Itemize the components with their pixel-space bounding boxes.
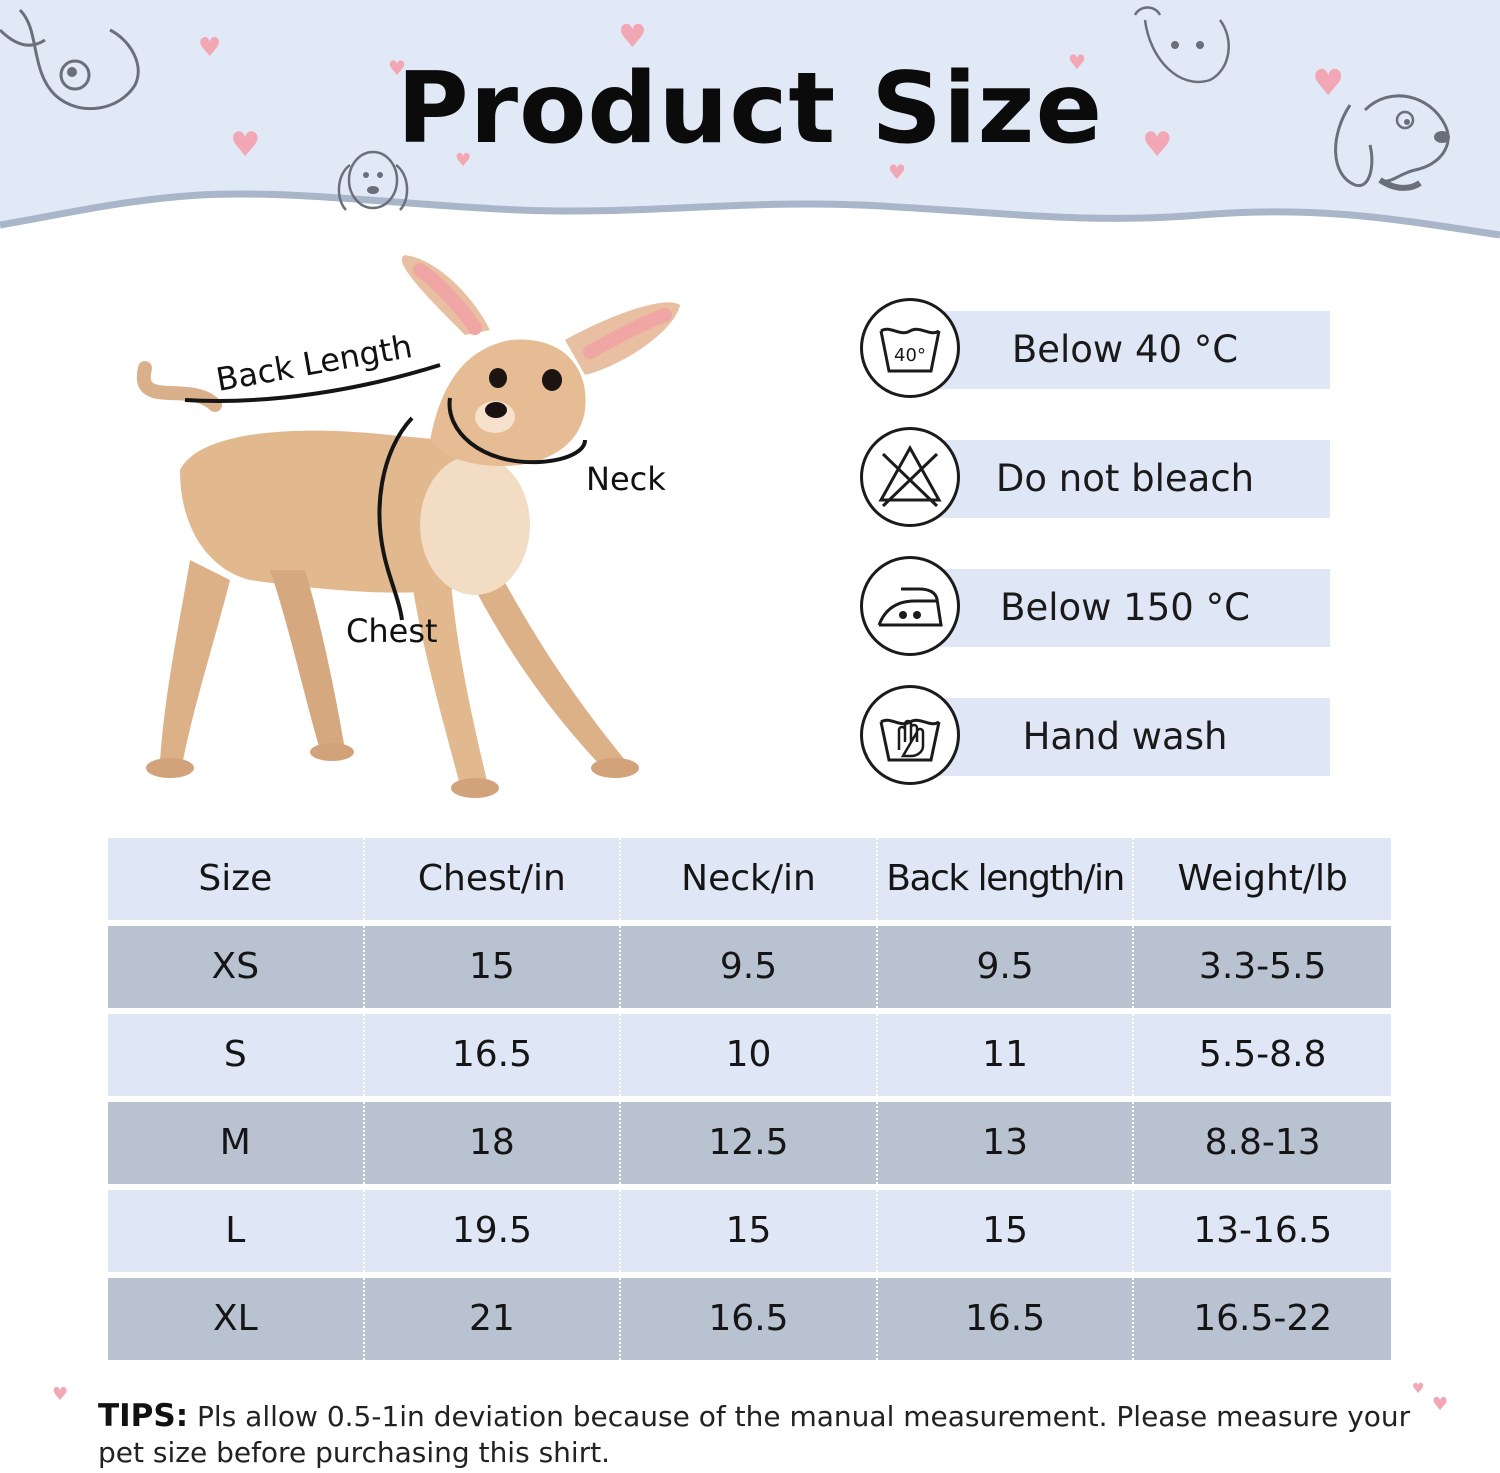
heart-icon: ♥ — [455, 150, 472, 171]
care-label: Hand wash — [1022, 715, 1228, 758]
heart-icon: ♥ — [618, 17, 647, 55]
no-bleach-icon — [860, 427, 960, 527]
table-cell: XS — [108, 926, 365, 1008]
table-cell: 11 — [878, 1014, 1135, 1096]
table-cell: 21 — [365, 1278, 622, 1360]
heart-icon: ♥ — [1432, 1394, 1449, 1415]
tips-label: TIPS: — [98, 1398, 189, 1434]
table-cell: 9.5 — [621, 926, 878, 1008]
table-header-cell: Size — [108, 838, 365, 920]
table-cell: 15 — [878, 1190, 1135, 1272]
heart-icon: ♥ — [888, 160, 906, 184]
chest-label: Chest — [346, 612, 438, 650]
heart-icon: ♥ — [230, 125, 261, 165]
care-wash-40: Below 40 °C 40° — [860, 298, 1330, 402]
table-row: XL 21 16.5 16.5 16.5-22 — [108, 1278, 1391, 1360]
table-cell: 16.5 — [621, 1278, 878, 1360]
table-header-cell: Chest/in — [365, 838, 622, 920]
table-cell: 16.5 — [878, 1278, 1135, 1360]
table-cell: 16.5-22 — [1193, 1298, 1333, 1339]
table-row: M 18 12.5 13 8.8-13 — [108, 1102, 1391, 1184]
page-title: Product Size — [396, 52, 1104, 166]
size-table: Size Chest/in Neck/in Back length/in Wei… — [108, 838, 1391, 1366]
table-cell: 16.5 — [365, 1014, 622, 1096]
dog-doodle-icon — [0, 8, 140, 110]
care-hand-wash: Hand wash — [860, 685, 1330, 789]
dog-doodle-icon — [1334, 94, 1450, 191]
care-band — [920, 440, 1330, 518]
table-cell: 9.5 — [878, 926, 1135, 1008]
care-band — [920, 698, 1330, 776]
tips-text: Pls allow 0.5-1in deviation because of t… — [98, 1400, 1411, 1469]
dog-doodle-icon — [1133, 6, 1230, 84]
care-label: Below 150 °C — [1000, 586, 1250, 629]
table-cell: 18 — [365, 1102, 622, 1184]
table-cell: L — [108, 1190, 365, 1272]
table-header-cell: Back length/in — [878, 838, 1135, 920]
table-cell: 19.5 — [365, 1190, 622, 1272]
heart-icon: ♥ — [52, 1384, 69, 1405]
hand-wash-icon — [860, 685, 960, 785]
table-cell: 15 — [365, 926, 622, 1008]
table-cell: 10 — [621, 1014, 878, 1096]
care-iron-150: Below 150 °C — [860, 556, 1330, 660]
table-cell: 5.5-8.8 — [1198, 1034, 1327, 1075]
table-cell: 15 — [621, 1190, 878, 1272]
header-banner: ♥ ♥ ♥ ♥ ♥ ♥ ♥ ♥ ♥ Product Size — [0, 0, 1500, 245]
heart-icon: ♥ — [1412, 1381, 1425, 1397]
table-cell: M — [108, 1102, 365, 1184]
header-background — [0, 0, 1500, 239]
dog-measurement-diagram: Back Length Neck Chest — [120, 240, 720, 820]
tips-note: TIPS: Pls allow 0.5-1in deviation becaus… — [98, 1398, 1418, 1471]
heart-icon: ♥ — [198, 33, 222, 63]
wash-40-icon: 40° — [860, 298, 960, 398]
wash-temp-text: 40° — [894, 345, 926, 366]
iron-150-icon — [860, 556, 960, 656]
heart-icon: ♥ — [1068, 50, 1086, 74]
care-label: Below 40 °C — [1011, 328, 1239, 371]
heart-icon: ♥ — [1312, 63, 1345, 104]
table-row: XS 15 9.5 9.5 3.3-5.5 — [108, 926, 1391, 1008]
care-band — [920, 569, 1330, 647]
table-cell: 8.8-13 — [1204, 1122, 1321, 1163]
care-label: Do not bleach — [995, 457, 1255, 500]
table-cell: 3.3-5.5 — [1198, 946, 1327, 987]
neck-label: Neck — [586, 460, 666, 498]
care-no-bleach: Do not bleach — [860, 427, 1330, 531]
table-cell: 13 — [878, 1102, 1135, 1184]
table-header-cell: Weight/lb — [1177, 858, 1348, 899]
table-header-cell: Neck/in — [621, 838, 878, 920]
heart-icon: ♥ — [1142, 125, 1173, 165]
table-cell: XL — [108, 1278, 365, 1360]
dog-doodle-icon — [337, 150, 409, 211]
table-cell: 13-16.5 — [1193, 1210, 1333, 1251]
table-row: S 16.5 10 11 5.5-8.8 — [108, 1014, 1391, 1096]
table-header-row: Size Chest/in Neck/in Back length/in Wei… — [108, 838, 1391, 920]
table-cell: S — [108, 1014, 365, 1096]
table-row: L 19.5 15 15 13-16.5 — [108, 1190, 1391, 1272]
care-band — [920, 311, 1330, 389]
dog-illustration — [136, 255, 680, 798]
table-cell: 12.5 — [621, 1102, 878, 1184]
heart-icon: ♥ — [388, 56, 406, 80]
